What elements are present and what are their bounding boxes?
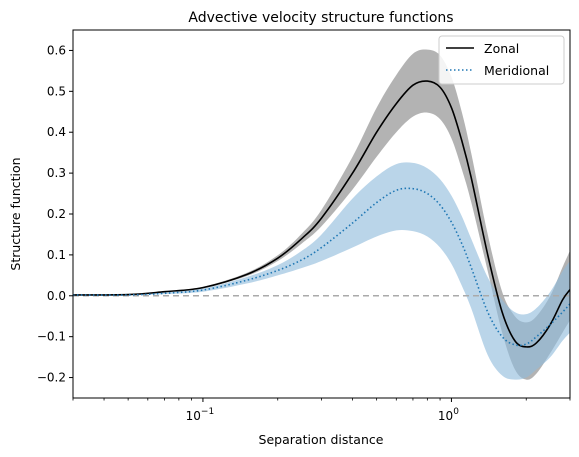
y-tick-label: 0.2	[47, 207, 66, 221]
y-tick-label: 0.0	[47, 289, 66, 303]
y-tick-label: 0.4	[47, 125, 66, 139]
y-tick-label: 0.3	[47, 166, 66, 180]
x-axis-ticks: 10−1 100	[73, 398, 570, 423]
y-tick-label: 0.6	[47, 43, 66, 57]
y-axis-ticks: −0.2 −0.1 0.0 0.1 0.2 0.3 0.4 0.5 0.6	[37, 43, 73, 384]
x-axis-label: Separation distance	[259, 432, 384, 447]
x-tick-label: 10−1	[186, 407, 215, 423]
confidence-bands	[73, 50, 570, 380]
y-tick-label: −0.1	[37, 330, 66, 344]
legend-label-meridional: Meridional	[484, 63, 549, 78]
chart-title: Advective velocity structure functions	[188, 10, 453, 26]
legend-label-zonal: Zonal	[484, 41, 519, 56]
y-tick-label: 0.1	[47, 248, 66, 262]
x-tick-label: 100	[438, 407, 459, 423]
y-axis-label: Structure function	[8, 157, 23, 270]
y-tick-label: −0.2	[37, 371, 66, 385]
legend: Zonal Meridional	[439, 36, 564, 84]
y-tick-label: 0.5	[47, 84, 66, 98]
